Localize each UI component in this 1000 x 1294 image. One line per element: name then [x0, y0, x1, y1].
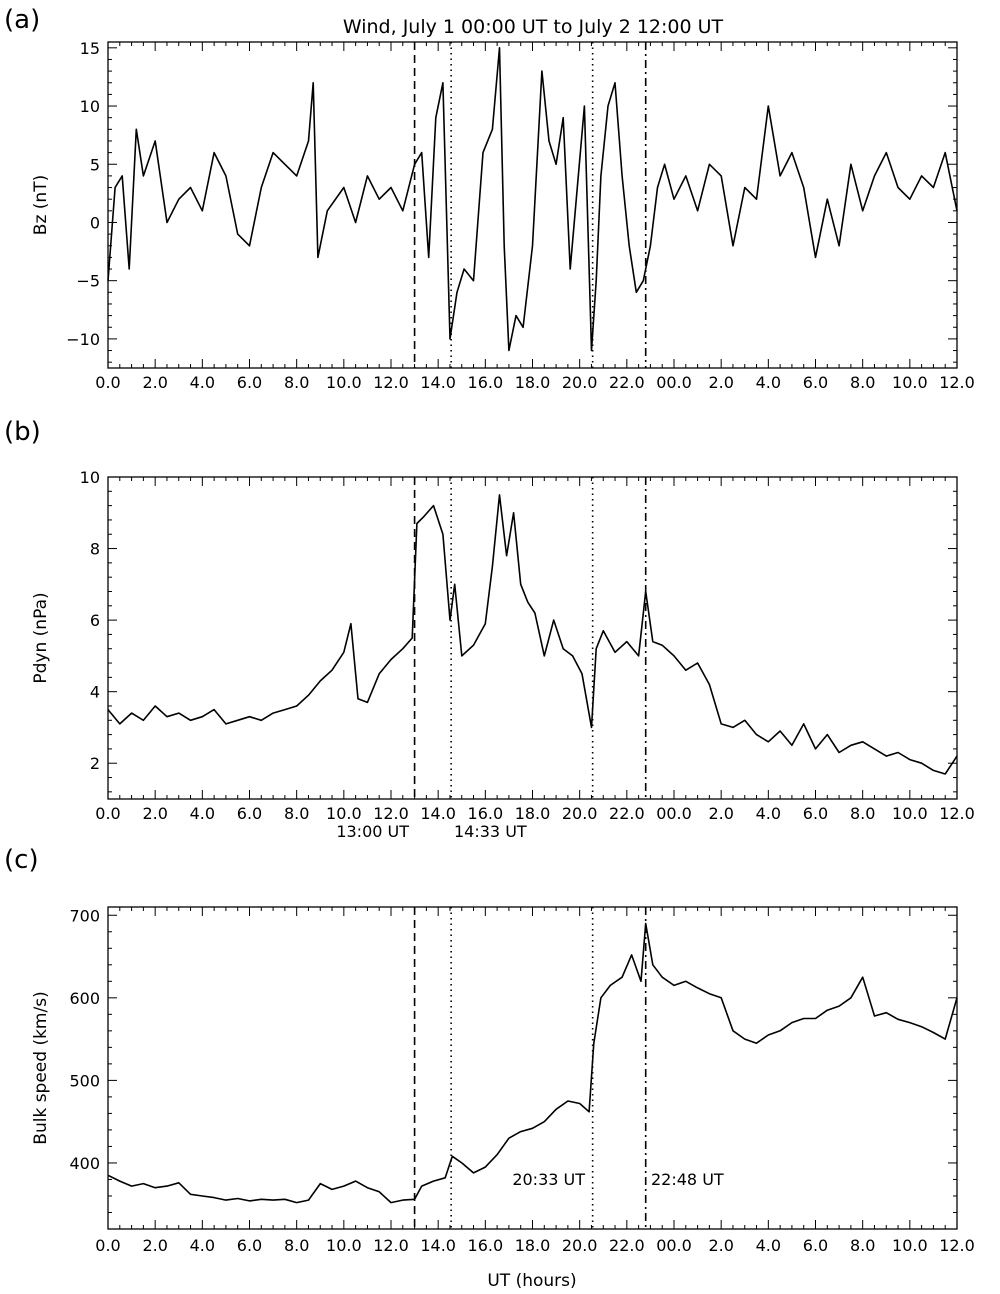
- x-tick-label: 00.0: [656, 1236, 692, 1255]
- y-tick-label: 6: [90, 611, 100, 630]
- y-axis-label-b: Pdyn (nPa): [31, 592, 51, 683]
- panel-label-c: (c): [4, 845, 39, 875]
- x-tick-label: 6.0: [803, 1236, 828, 1255]
- x-tick-label: 2.0: [708, 373, 733, 392]
- y-tick-label: 5: [90, 155, 100, 174]
- x-tick-label: 4.0: [756, 373, 781, 392]
- x-tick-label: 10.0: [892, 373, 928, 392]
- x-tick-label: 0.0: [95, 1236, 120, 1255]
- x-tick-label: 12.0: [373, 1236, 409, 1255]
- x-tick-label: 10.0: [892, 804, 928, 823]
- panel-a: (a) Bz (nT) 0.0 2.0 4.0 6.0 8.0 10.0 12.0 14.0 1…: [4, 5, 975, 392]
- x-tick-label: 2.0: [142, 1236, 167, 1255]
- y-axis-label-c: Bulk speed (km/s): [31, 991, 51, 1144]
- event-label-1433: 14:33 UT: [454, 822, 527, 841]
- x-tick-label: 16.0: [468, 373, 504, 392]
- x-tick-label: 12.0: [939, 373, 975, 392]
- y-tick-label: 10: [80, 468, 100, 487]
- x-tick-label: 22.0: [609, 1236, 645, 1255]
- x-tick-label: 6.0: [237, 1236, 262, 1255]
- event-label-2033: 20:33 UT: [512, 1170, 585, 1189]
- y-tick-label: 500: [69, 1071, 100, 1090]
- x-tick-label: 00.0: [656, 373, 692, 392]
- x-tick-label: 2.0: [142, 373, 167, 392]
- x-tick-label: 14.0: [420, 373, 456, 392]
- y-tick-label: 10: [80, 97, 100, 116]
- y-tick-label: 4: [90, 683, 100, 702]
- x-tick-label: 8.0: [284, 804, 309, 823]
- event-label-2248: 22:48 UT: [651, 1170, 724, 1189]
- x-tick-label: 8.0: [284, 373, 309, 392]
- x-tick-label: 10.0: [326, 373, 362, 392]
- axes-b: 0.0 2.0 4.0 6.0 8.0 10.0 12.0 14.0 16.0 18.0 20.0 2…: [80, 468, 975, 823]
- x-tick-label: 22.0: [609, 804, 645, 823]
- x-tick-label: 8.0: [284, 1236, 309, 1255]
- x-tick-label: 6.0: [237, 373, 262, 392]
- axes-c: 0.0 2.0 4.0 6.0 8.0 10.0 12.0 14.0 16.0 18.0 20.0 2…: [69, 906, 974, 1255]
- x-tick-label: 10.0: [326, 804, 362, 823]
- pdyn-series-line: [107, 494, 958, 775]
- x-tick-label: 10.0: [326, 1236, 362, 1255]
- x-tick-label: 12.0: [373, 373, 409, 392]
- panel-label-a: (a): [4, 5, 40, 35]
- axes-a: 0.0 2.0 4.0 6.0 8.0 10.0 12.0 14.0 16.0 18.0 20.0 2…: [66, 39, 975, 392]
- plot-frame-b: [107, 476, 958, 800]
- x-tick-label: 12.0: [939, 1236, 975, 1255]
- panel-c: (c) Bulk speed (km/s) 0.0 2.0 4.0 6.0 8.0 10.…: [4, 822, 975, 1255]
- x-tick-label: 14.0: [420, 1236, 456, 1255]
- y-tick-label: 600: [69, 989, 100, 1008]
- x-tick-label: 4.0: [756, 1236, 781, 1255]
- x-tick-label: 6.0: [237, 804, 262, 823]
- x-tick-label: 4.0: [756, 804, 781, 823]
- speed-series-line: [107, 922, 958, 1204]
- x-tick-label: 16.0: [468, 804, 504, 823]
- y-tick-label: −5: [76, 272, 100, 291]
- x-tick-label: 00.0: [656, 804, 692, 823]
- x-tick-label: 8.0: [850, 804, 875, 823]
- x-tick-label: 2.0: [142, 804, 167, 823]
- x-tick-label: 10.0: [892, 1236, 928, 1255]
- event-label-1300: 13:00 UT: [336, 822, 409, 841]
- x-tick-label: 20.0: [562, 804, 598, 823]
- x-tick-label: 0.0: [95, 373, 120, 392]
- panel-label-b: (b): [4, 417, 41, 447]
- y-tick-label: 8: [90, 540, 100, 559]
- panel-b: (b) Pdyn (nPa) 0.0 2.0 4.0 6.0 8.0 10.0 12.0 14…: [4, 417, 975, 823]
- event-lines-a: [413, 42, 647, 368]
- x-tick-label: 2.0: [708, 804, 733, 823]
- x-tick-label: 6.0: [803, 804, 828, 823]
- x-tick-label: 6.0: [803, 373, 828, 392]
- event-lines-b: [413, 477, 647, 799]
- x-tick-label: 8.0: [850, 1236, 875, 1255]
- x-tick-label: 18.0: [515, 804, 551, 823]
- y-tick-label: −10: [66, 330, 100, 349]
- x-tick-label: 20.0: [562, 373, 598, 392]
- x-tick-label: 20.0: [562, 1236, 598, 1255]
- x-tick-label: 18.0: [515, 1236, 551, 1255]
- x-tick-label: 8.0: [850, 373, 875, 392]
- y-tick-label: 15: [80, 39, 100, 58]
- x-axis-label: UT (hours): [487, 1271, 576, 1291]
- x-tick-label: 12.0: [939, 804, 975, 823]
- y-tick-label: 700: [69, 906, 100, 925]
- x-tick-label: 4.0: [190, 1236, 215, 1255]
- figure-title: Wind, July 1 00:00 UT to July 2 12:00 UT: [343, 16, 724, 38]
- bz-series-line: [107, 47, 958, 352]
- x-tick-label: 4.0: [190, 804, 215, 823]
- x-tick-label: 2.0: [708, 1236, 733, 1255]
- x-tick-label: 16.0: [468, 1236, 504, 1255]
- y-tick-label: 2: [90, 754, 100, 773]
- x-tick-label: 4.0: [190, 373, 215, 392]
- y-tick-label: 0: [90, 213, 100, 232]
- x-tick-label: 14.0: [420, 804, 456, 823]
- x-tick-label: 22.0: [609, 373, 645, 392]
- x-tick-label: 0.0: [95, 804, 120, 823]
- y-axis-label-a: Bz (nT): [31, 175, 51, 235]
- x-tick-label: 18.0: [515, 373, 551, 392]
- plot-frame-a: [107, 41, 958, 369]
- y-tick-label: 400: [69, 1154, 100, 1173]
- x-tick-label: 12.0: [373, 804, 409, 823]
